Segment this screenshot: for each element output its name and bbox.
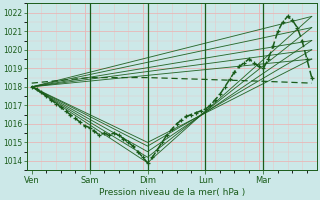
X-axis label: Pression niveau de la mer( hPa ): Pression niveau de la mer( hPa ) [99, 188, 245, 197]
